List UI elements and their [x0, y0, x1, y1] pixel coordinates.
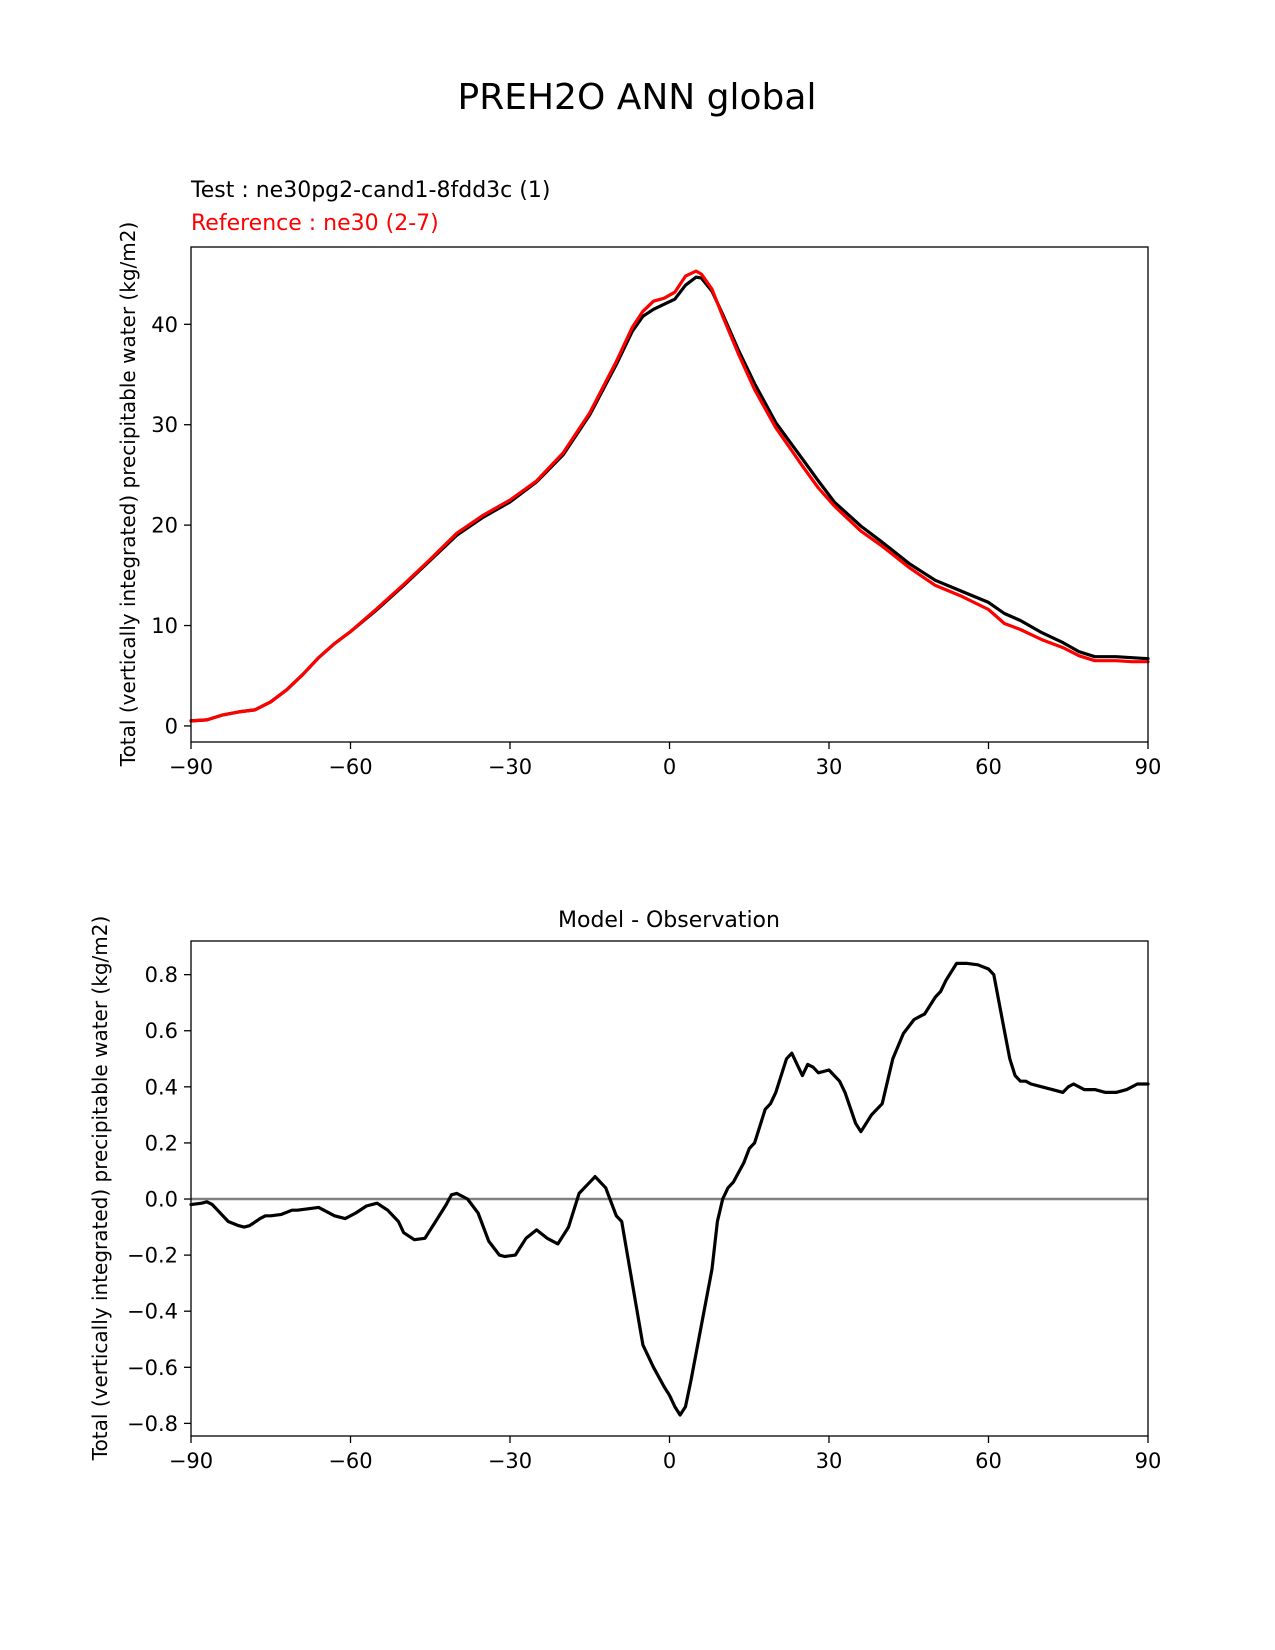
bottom-xtick-label: −30: [488, 1449, 532, 1473]
bottom-ytick-label: 0.8: [145, 963, 178, 987]
bottom-ytick-label: 0.6: [145, 1019, 178, 1043]
bottom-xtick-label: 30: [816, 1449, 843, 1473]
top-xtick-label: −60: [328, 755, 372, 779]
bottom-ytick-label: −0.8: [127, 1412, 178, 1436]
top-yticks: 0 10 20 30 40: [151, 313, 191, 738]
bottom-ytick-label: −0.2: [127, 1244, 178, 1268]
bottom-ylabel: Total (vertically integrated) precipitab…: [88, 916, 112, 1462]
top-xtick-label: 90: [1135, 755, 1162, 779]
bottom-xtick-label: 60: [975, 1449, 1002, 1473]
top-xtick-label: −30: [488, 755, 532, 779]
top-series-1-line: [189, 269, 1150, 723]
bottom-xtick-label: −60: [328, 1449, 372, 1473]
bottom-chart: Model - Observation −90 −60 −30 0 30 60 90 −0.…: [88, 908, 1161, 1473]
bottom-ytick-label: 0.0: [145, 1188, 178, 1212]
top-ytick-label: 10: [151, 614, 178, 638]
top-legend-reference: Reference : ne30 (2-7): [191, 211, 439, 236]
bottom-series-0-line: [189, 961, 1150, 1417]
top-plot-lines: [189, 269, 1150, 723]
top-legend-test: Test : ne30pg2-cand1-8fdd3c (1): [190, 178, 550, 203]
bottom-xtick-label: 90: [1135, 1449, 1162, 1473]
bottom-yticks: −0.8 −0.6 −0.4 −0.2 0.0 0.2 0.4 0.6 0.8: [127, 963, 191, 1436]
bottom-ytick-label: 0.2: [145, 1131, 178, 1155]
bottom-xtick-label: −90: [169, 1449, 213, 1473]
top-xticks: −90 −60 −30 0 30 60 90: [169, 742, 1162, 779]
bottom-plot-lines: [189, 961, 1150, 1417]
top-ytick-label: 30: [151, 413, 178, 437]
bottom-title: Model - Observation: [558, 908, 780, 933]
figure-suptitle: PREH2O ANN global: [458, 77, 817, 118]
top-ylabel: Total (vertically integrated) precipitab…: [116, 222, 140, 768]
top-xtick-label: −90: [169, 755, 213, 779]
top-xtick-label: 30: [816, 755, 843, 779]
bottom-ytick-label: −0.4: [127, 1300, 178, 1324]
top-ytick-label: 40: [151, 313, 178, 337]
bottom-xticks: −90 −60 −30 0 30 60 90: [169, 1436, 1162, 1473]
bottom-ytick-label: −0.6: [127, 1356, 178, 1380]
top-ytick-label: 0: [165, 714, 178, 738]
top-xtick-label: 60: [975, 755, 1002, 779]
bottom-ytick-label: 0.4: [145, 1075, 178, 1099]
bottom-xtick-label: 0: [663, 1449, 676, 1473]
top-ytick-label: 20: [151, 514, 178, 538]
top-xtick-label: 0: [663, 755, 676, 779]
top-chart: Test : ne30pg2-cand1-8fdd3c (1) Referenc…: [116, 178, 1161, 779]
